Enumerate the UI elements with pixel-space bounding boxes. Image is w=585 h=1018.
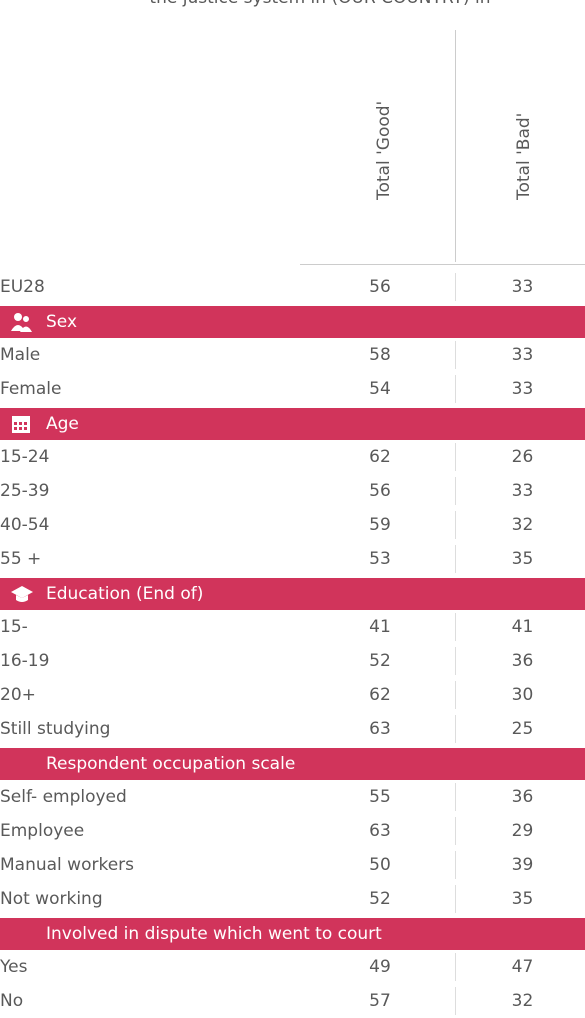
cell-value: 47 — [511, 957, 534, 977]
row-label: Self- employed — [0, 787, 127, 807]
cell-divider — [455, 953, 456, 981]
cell-value: 29 — [511, 821, 534, 841]
column-header: Total 'Good' — [374, 100, 394, 200]
cell-value: 39 — [511, 855, 534, 875]
cell-divider — [455, 477, 456, 505]
cell-value: 55 — [369, 787, 391, 807]
header-rule — [300, 264, 585, 265]
cell-value: 56 — [369, 277, 391, 297]
cell-value: 35 — [511, 889, 534, 909]
cell-value: 62 — [369, 447, 391, 467]
cell-value: 54 — [369, 379, 391, 399]
title: the justice system in (OUR COUNTRY) in — [120, 0, 520, 8]
column-header: Total 'Bad' — [514, 112, 534, 200]
cell-value: 49 — [369, 957, 391, 977]
cell-divider — [455, 647, 456, 675]
cell-divider — [455, 511, 456, 539]
cell-divider — [455, 443, 456, 471]
cell-value: 32 — [511, 515, 534, 535]
cell-divider — [455, 341, 456, 369]
cell-value: 52 — [369, 651, 391, 671]
row-label: 40-54 — [0, 515, 50, 535]
cell-divider — [455, 851, 456, 879]
cell-value: 41 — [369, 617, 391, 637]
cell-value: 57 — [369, 991, 391, 1011]
cell-value: 36 — [511, 787, 534, 807]
row-label: EU28 — [0, 277, 45, 297]
row-label: 16-19 — [0, 651, 50, 671]
cell-value: 25 — [511, 719, 534, 739]
cell-divider — [455, 885, 456, 913]
row-label: Employee — [0, 821, 85, 841]
cell-value: 63 — [369, 821, 391, 841]
cell-value: 35 — [511, 549, 534, 569]
row-label: Yes — [0, 957, 28, 977]
row-label: Still studying — [0, 719, 111, 739]
group-title: Education (End of) — [46, 584, 204, 604]
group-icon — [10, 311, 34, 344]
cell-value: 62 — [369, 685, 391, 705]
cell-value: 33 — [511, 379, 534, 399]
cell-value: 59 — [369, 515, 391, 535]
group-header: Involved in dispute which went to court — [0, 918, 585, 950]
cell-value: 50 — [369, 855, 391, 875]
group-header: Age — [0, 408, 585, 440]
cell-value: 36 — [511, 651, 534, 671]
group-icon — [10, 413, 32, 446]
cell-divider — [455, 375, 456, 403]
cell-divider — [455, 715, 456, 743]
row-label: No — [0, 991, 24, 1011]
group-icon — [10, 583, 34, 616]
group-title: Involved in dispute which went to court — [46, 924, 382, 944]
cell-value: 33 — [511, 481, 534, 501]
cell-value: 53 — [369, 549, 391, 569]
group-header: Education (End of) — [0, 578, 585, 610]
row-label: 25-39 — [0, 481, 50, 501]
row-label: 15- — [0, 617, 28, 637]
group-title: Age — [46, 414, 79, 434]
cell-divider — [455, 273, 456, 301]
row-label: Female — [0, 379, 62, 399]
row-label: Male — [0, 345, 41, 365]
row-label: Not working — [0, 889, 103, 909]
cell-divider — [455, 817, 456, 845]
group-title: Sex — [46, 312, 78, 332]
header-divider — [455, 30, 456, 262]
row-label: 15-24 — [0, 447, 50, 467]
cell-value: 30 — [511, 685, 534, 705]
cell-value: 41 — [511, 617, 534, 637]
cell-divider — [455, 545, 456, 573]
group-title: Respondent occupation scale — [46, 754, 296, 774]
row-label: Manual workers — [0, 855, 135, 875]
group-header: Respondent occupation scale — [0, 748, 585, 780]
cell-value: 33 — [511, 277, 534, 297]
cell-divider — [455, 987, 456, 1015]
cell-divider — [455, 681, 456, 709]
cell-value: 63 — [369, 719, 391, 739]
cell-divider — [455, 613, 456, 641]
cell-value: 56 — [369, 481, 391, 501]
cell-value: 58 — [369, 345, 391, 365]
cell-value: 32 — [511, 991, 534, 1011]
group-header: Sex — [0, 306, 585, 338]
row-label: 55 + — [0, 549, 42, 569]
cell-value: 33 — [511, 345, 534, 365]
cell-value: 26 — [511, 447, 534, 467]
row-label: 20+ — [0, 685, 36, 705]
cell-value: 52 — [369, 889, 391, 909]
cell-divider — [455, 783, 456, 811]
